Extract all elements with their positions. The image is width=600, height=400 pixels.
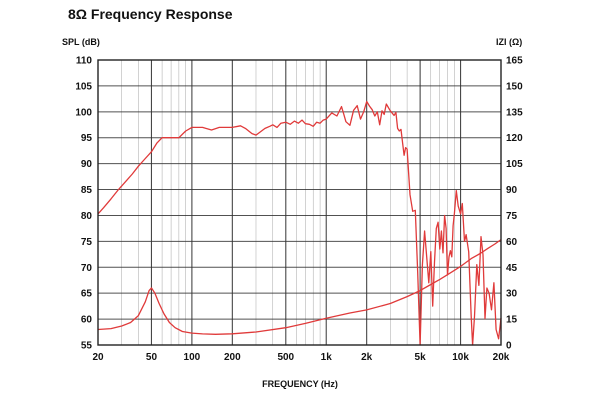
x-tick-label: 2k [361,352,373,363]
x-axis-label: FREQUENCY (Hz) [262,379,338,389]
plot-frame [97,59,502,346]
chart-title: 8Ω Frequency Response [68,6,233,22]
x-tick-label: 20k [493,352,510,363]
spl-series-line [97,100,502,346]
y-tick-label: 70 [81,263,93,274]
y-tick-label: 80 [81,211,93,222]
y2-tick-label: 60 [506,237,518,248]
x-tick-label: 10k [452,352,469,363]
y-tick-label: 100 [75,107,92,118]
x-tick-label: 200 [224,352,241,363]
x-tick-label: 50 [146,352,158,363]
y-tick-label: 95 [81,133,93,144]
y2-tick-label: 30 [506,289,518,300]
y2-tick-label: 90 [506,185,518,196]
impedance-series-line [97,239,502,335]
y-tick-label: 75 [81,237,93,248]
y2-axis-label: IZI (Ω) [496,37,522,47]
y2-tick-label: 135 [506,107,523,118]
y-tick-label: 55 [81,341,93,352]
x-tick-label: 500 [277,352,294,363]
y2-tick-label: 75 [506,211,518,222]
y2-tick-label: 45 [506,263,518,274]
y-tick-label: 90 [81,159,93,170]
y-tick-label: 105 [75,81,92,92]
x-tick-label: 1k [321,352,333,363]
y2-tick-label: 0 [506,341,512,352]
y-tick-label: 110 [76,56,93,67]
y2-tick-label: 15 [506,315,518,326]
tick-labels: 55 60 65 70 75 80 85 90 95 100 105 110 0 15 30 45 60 75 90… [75,56,523,364]
y-tick-label: 85 [81,185,93,196]
y2-tick-label: 105 [506,159,523,170]
y-tick-label: 60 [81,315,93,326]
y-tick-label: 65 [81,289,93,300]
x-tick-label: 100 [184,352,201,363]
y2-tick-label: 120 [506,133,523,144]
x-tick-label: 20 [92,352,104,363]
y2-tick-label: 165 [506,56,523,67]
series-lines [97,100,502,346]
y2-tick-label: 150 [506,81,523,92]
x-tick-label: 5k [415,352,427,363]
y-axis-label: SPL (dB) [62,37,100,47]
